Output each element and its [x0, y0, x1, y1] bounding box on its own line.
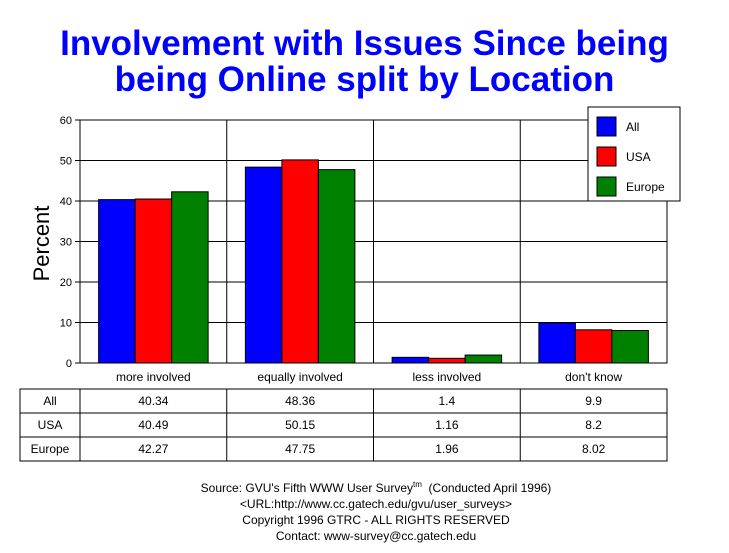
- bar-usa-0: [134, 198, 173, 364]
- x-category-label: equally involved: [257, 370, 342, 384]
- table-cell: 9.9: [585, 394, 602, 408]
- x-category-label: don't know: [565, 370, 622, 384]
- table-cell: 1.96: [435, 442, 459, 456]
- y-tick-label: 60: [60, 115, 72, 127]
- y-tick-label: 20: [60, 277, 72, 289]
- chart-title-line-2: being Online split by Location: [114, 60, 615, 99]
- source-credits: Source: GVU's Fifth WWW User Surveytm (C…: [0, 477, 729, 544]
- data-table: [19, 388, 668, 462]
- table-cell: 8.02: [582, 442, 606, 456]
- chart-title: Involvement with Issues Since being bein…: [0, 26, 729, 98]
- table-row-header: All: [43, 394, 56, 408]
- bar-all-3: [538, 322, 576, 364]
- bar-all-2: [391, 356, 430, 364]
- chart-title-line-1: Involvement with Issues Since being: [60, 24, 669, 63]
- bar-usa-2: [428, 357, 466, 364]
- bar-all-0: [98, 199, 136, 364]
- bar-usa-3: [574, 329, 613, 364]
- table-cell: 1.16: [435, 418, 459, 432]
- table-cell: 48.36: [285, 394, 315, 408]
- legend-label-all: All: [626, 120, 639, 134]
- x-category-label: less involved: [413, 370, 482, 384]
- bar-europe-1: [317, 169, 356, 364]
- y-tick-label: 50: [60, 156, 72, 168]
- source-date: (Conducted April 1996): [421, 481, 552, 495]
- table-cell: 40.49: [138, 418, 168, 432]
- trademark-sup: tm: [413, 480, 422, 489]
- bar-europe-3: [611, 330, 649, 364]
- source-text: Source: GVU's Fifth WWW User Survey: [200, 481, 413, 495]
- table-row-header: Europe: [31, 442, 70, 456]
- table-cell: 42.27: [138, 442, 168, 456]
- copyright: Copyright 1996 GTRC - ALL RIGHTS RESERVE…: [242, 513, 510, 527]
- table-cell: 8.2: [585, 418, 602, 432]
- table-cell: 40.34: [138, 394, 168, 408]
- x-category-label: more involved: [116, 370, 191, 384]
- bar-europe-2: [464, 354, 503, 364]
- y-axis-label: Percent: [29, 206, 54, 282]
- table-cell: 1.4: [439, 394, 456, 408]
- bar-usa-1: [281, 159, 319, 364]
- source-line: Source: GVU's Fifth WWW User Surveytm (C…: [0, 477, 729, 496]
- y-tick-label: 30: [60, 237, 72, 249]
- legend-label-europe: Europe: [626, 180, 665, 194]
- y-tick-label: 0: [66, 358, 72, 370]
- legend-swatch-usa: [596, 146, 617, 167]
- bar-all-1: [244, 166, 283, 364]
- legend-swatch-all: [596, 116, 617, 137]
- bar-europe-0: [171, 191, 209, 364]
- table-cell: 50.15: [285, 418, 315, 432]
- contact: Contact: www-survey@cc.gatech.edu: [275, 529, 477, 543]
- source-url: <URL:http://www.cc.gatech.edu/gvu/user_s…: [239, 497, 513, 511]
- table-cell: 47.75: [285, 442, 315, 456]
- y-tick-label: 10: [60, 318, 72, 330]
- table-row-header: USA: [38, 418, 63, 432]
- y-tick-label: 40: [60, 196, 72, 208]
- legend-swatch-europe: [596, 176, 617, 197]
- legend-label-usa: USA: [626, 150, 651, 164]
